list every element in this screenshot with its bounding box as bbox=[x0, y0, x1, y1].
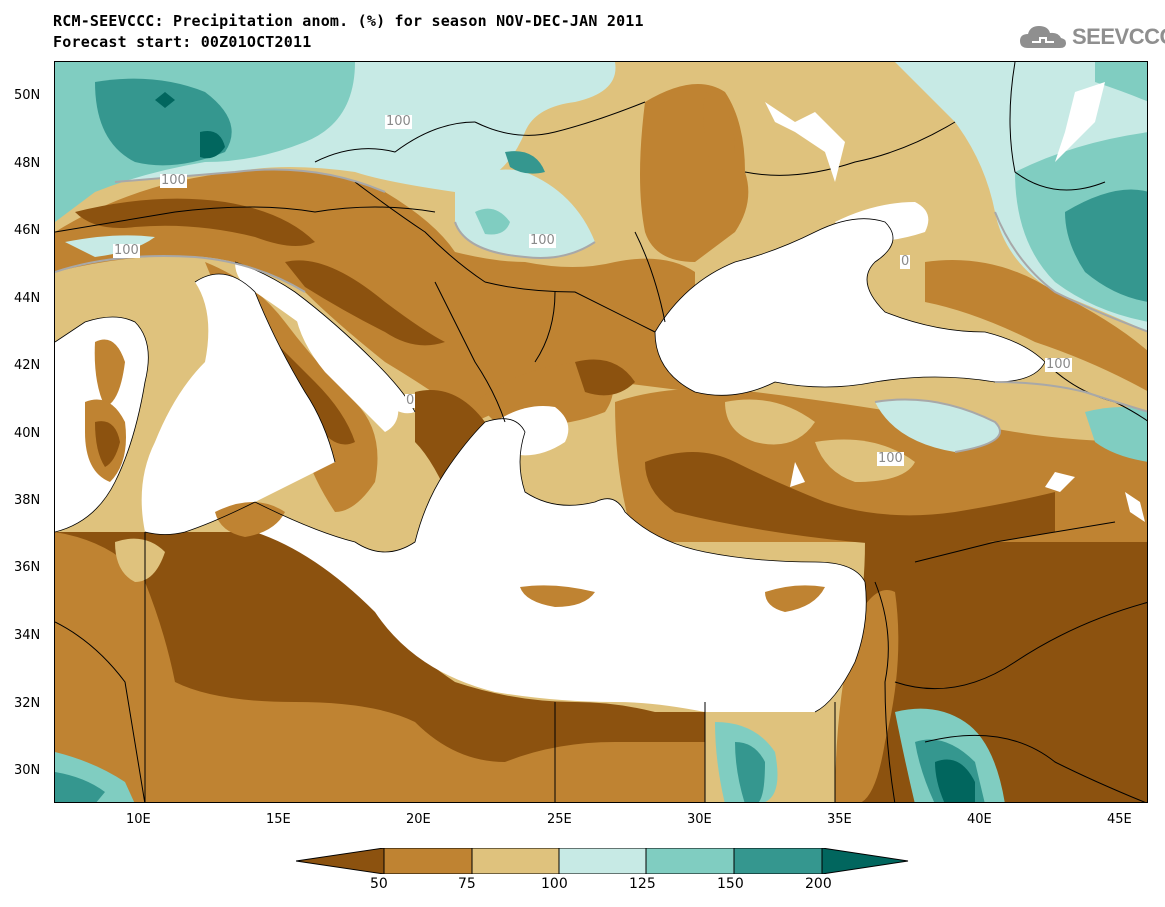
chart-title: RCM-SEEVCCC: Precipitation anom. (%) for… bbox=[53, 12, 644, 30]
colorbar-label: 100 bbox=[541, 876, 568, 892]
lon-label: 15E bbox=[266, 812, 291, 827]
contour-label-100: 100 bbox=[529, 233, 556, 248]
colorbar-label: 150 bbox=[717, 876, 744, 892]
contour-label-0: 0 bbox=[900, 254, 911, 269]
contour-label-100: 100 bbox=[113, 243, 140, 258]
lat-label: 30N bbox=[14, 763, 41, 778]
lat-label: 32N bbox=[14, 696, 41, 711]
lon-label: 10E bbox=[126, 812, 151, 827]
precipitation-anomaly-map bbox=[55, 62, 1147, 802]
map-area: 100 100 100 100 100 100 0 0 bbox=[54, 61, 1148, 803]
lon-label: 20E bbox=[406, 812, 431, 827]
contour-label-100: 100 bbox=[160, 173, 187, 188]
seevccc-logo: SEEVCCC bbox=[1018, 22, 1165, 52]
lat-label: 36N bbox=[14, 560, 41, 575]
contour-label-0: 0 bbox=[405, 393, 416, 408]
lon-label: 45E bbox=[1107, 812, 1132, 827]
logo-text: SEEVCCC bbox=[1072, 24, 1165, 49]
contour-label-100: 100 bbox=[1045, 357, 1072, 372]
colorbar-label: 200 bbox=[805, 876, 832, 892]
lat-label: 34N bbox=[14, 628, 41, 643]
contour-label-100: 100 bbox=[385, 114, 412, 129]
lon-label: 30E bbox=[687, 812, 712, 827]
lon-label: 35E bbox=[827, 812, 852, 827]
lat-label: 40N bbox=[14, 426, 41, 441]
lon-label: 40E bbox=[967, 812, 992, 827]
lat-label: 48N bbox=[14, 156, 41, 171]
cloud-icon bbox=[1020, 26, 1066, 48]
lat-label: 42N bbox=[14, 358, 41, 373]
lon-label: 25E bbox=[547, 812, 572, 827]
forecast-start-label: Forecast start: 00Z01OCT2011 bbox=[53, 33, 312, 51]
lat-label: 50N bbox=[14, 88, 41, 103]
lat-label: 38N bbox=[14, 493, 41, 508]
colorbar-label: 75 bbox=[458, 876, 476, 892]
colorbar bbox=[296, 848, 909, 874]
lat-label: 44N bbox=[14, 291, 41, 306]
colorbar-label: 125 bbox=[629, 876, 656, 892]
lat-label: 46N bbox=[14, 223, 41, 238]
colorbar-label: 50 bbox=[370, 876, 388, 892]
contour-label-100: 100 bbox=[877, 451, 904, 466]
